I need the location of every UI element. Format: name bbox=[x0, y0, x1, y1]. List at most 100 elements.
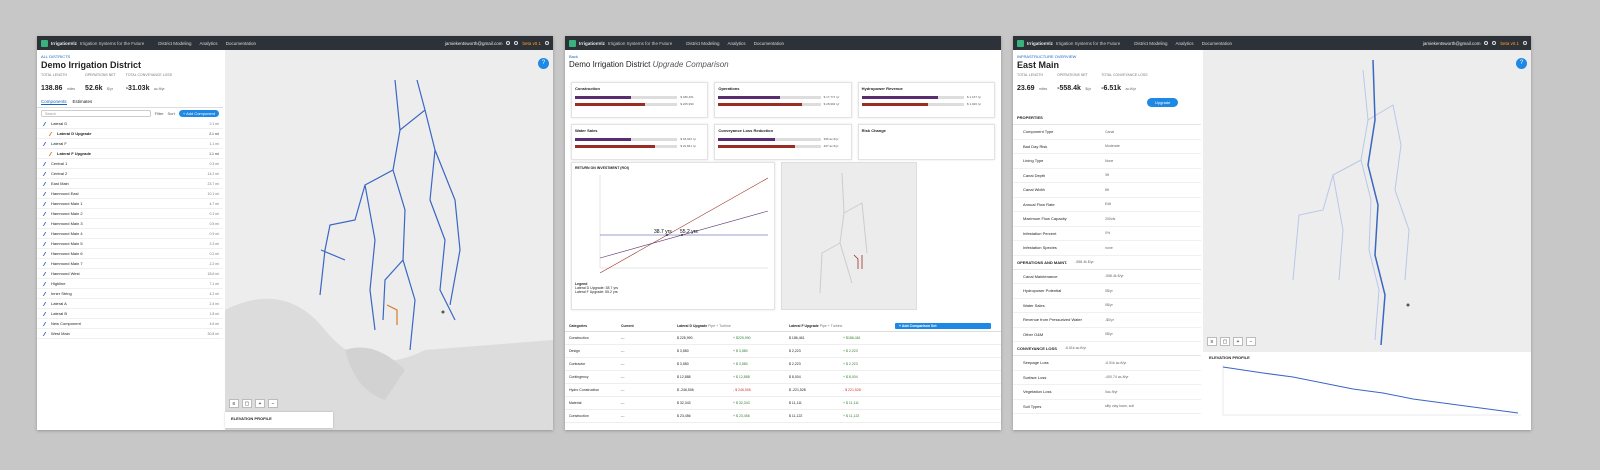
layers-button[interactable]: ≡ bbox=[1207, 337, 1217, 346]
back-link[interactable]: INFRASTRUCTURE OVERVIEW bbox=[1017, 54, 1077, 59]
section-header[interactable]: PROPERTIES bbox=[1013, 111, 1201, 125]
nav-analytics[interactable]: Analytics bbox=[1175, 40, 1194, 46]
table-row[interactable]: Material --- $ 32,343 + $ 32,343 $ 11,111 + $… bbox=[565, 397, 1001, 410]
list-item[interactable]: Hammond West 18.6 mi bbox=[37, 269, 223, 279]
search-input[interactable]: Search bbox=[41, 110, 151, 117]
feedback-icon[interactable] bbox=[514, 41, 519, 45]
nav-district-modeling[interactable]: District Modeling bbox=[686, 40, 720, 46]
list-item[interactable]: Hammond Main 1 4.7 mi bbox=[37, 199, 223, 209]
brand[interactable]: IrrigationViz bbox=[1027, 40, 1053, 46]
property-row[interactable]: Component Type Canal bbox=[1013, 125, 1201, 140]
logo-icon[interactable] bbox=[1017, 39, 1024, 47]
layers-button[interactable]: ≡ bbox=[229, 399, 239, 408]
property-row[interactable]: Water Sales 0$/yr bbox=[1013, 299, 1201, 313]
help-icon[interactable] bbox=[506, 41, 511, 45]
nav-documentation[interactable]: Documentation bbox=[1201, 40, 1233, 46]
list-item[interactable]: Hammond Main 6 0.2 mi bbox=[37, 249, 223, 259]
map-canvas[interactable] bbox=[225, 50, 553, 430]
logo-icon[interactable] bbox=[569, 39, 576, 47]
brand[interactable]: IrrigationViz bbox=[579, 40, 605, 46]
property-row[interactable]: Lining Type None bbox=[1013, 154, 1201, 169]
list-item[interactable]: Hammond Main 7 2.2 mi bbox=[37, 259, 223, 269]
property-row[interactable]: Hydropower Potential 0$/yr bbox=[1013, 284, 1201, 299]
sort-button[interactable]: Sort bbox=[167, 111, 175, 116]
district-map[interactable]: ? bbox=[225, 50, 553, 430]
table-row[interactable]: Design --- $ 3,580 + $ 3,580 $ 2,223 + $ 2,22… bbox=[565, 345, 1001, 358]
tab-components[interactable]: Components bbox=[41, 99, 67, 105]
list-item[interactable]: Lateral D 2.1 mi bbox=[37, 119, 223, 129]
zoom-in-button[interactable]: + bbox=[1233, 337, 1243, 346]
filter-button[interactable]: Filter bbox=[154, 111, 164, 116]
nav-analytics[interactable]: Analytics bbox=[199, 40, 218, 46]
list-item[interactable]: Lateral A 2.4 mi bbox=[37, 299, 223, 309]
list-item[interactable]: Highline 7.1 mi bbox=[37, 279, 223, 289]
fit-button[interactable]: ▢ bbox=[1220, 337, 1230, 346]
property-row[interactable]: Bad Day Risk Moderate bbox=[1013, 140, 1201, 154]
add-component-button[interactable]: + Add Component bbox=[178, 110, 219, 117]
list-item[interactable]: Hammond Main 2 0.1 mi bbox=[37, 209, 223, 219]
table-row[interactable]: Construction --- $ 225,990 + $225,990 $ 186,… bbox=[565, 332, 1001, 345]
property-row[interactable]: Infestation Percent 0% bbox=[1013, 227, 1201, 241]
table-row[interactable]: Construction --- $ 23,456 + $ 23,456 $ 11,12… bbox=[565, 410, 1001, 423]
nav-documentation[interactable]: Documentation bbox=[225, 40, 257, 46]
list-item[interactable]: Hammond East 10.1 mi bbox=[37, 189, 223, 199]
account-icon[interactable] bbox=[1523, 41, 1527, 45]
table-row[interactable]: Contractor --- $ 3,580 + $ 3,580 $ 2,223 + $ … bbox=[565, 358, 1001, 371]
help-fab[interactable]: ? bbox=[1516, 58, 1527, 69]
add-comparison-button[interactable]: + Add Comparison Set bbox=[895, 322, 991, 329]
property-row[interactable]: Other O&M 0$/yr bbox=[1013, 328, 1201, 342]
nav-district-modeling[interactable]: District Modeling bbox=[158, 40, 192, 46]
list-item[interactable]: Lateral F Upgrade 1.1 mi bbox=[37, 149, 223, 159]
list-item[interactable]: Central 2 14.2 mi bbox=[37, 169, 223, 179]
logo-icon[interactable] bbox=[41, 39, 48, 47]
comparison-minimap[interactable] bbox=[781, 162, 917, 310]
upgrade-button[interactable]: Upgrade bbox=[1147, 98, 1179, 107]
section-title: PROPERTIES bbox=[1017, 115, 1043, 120]
elevation-profile-toggle[interactable]: ELEVATION PROFILE bbox=[225, 412, 333, 428]
list-item[interactable]: West Main 30.8 mi bbox=[37, 329, 223, 339]
property-row[interactable]: Annual Flow Rate Edit bbox=[1013, 198, 1201, 212]
feedback-icon[interactable] bbox=[1492, 41, 1497, 45]
property-row[interactable]: Canal Depth 3ft bbox=[1013, 169, 1201, 183]
table-row[interactable]: Contingency --- $ 12,888 + $ 12,888 $ 8,004 +… bbox=[565, 371, 1001, 384]
user-email[interactable]: jamiekentsworth@gmail.com bbox=[1422, 40, 1481, 46]
property-row[interactable]: Canal Maintenance -558.4k $/yr bbox=[1013, 270, 1201, 284]
list-item[interactable]: Inner String 4.2 mi bbox=[37, 289, 223, 299]
zoom-out-button[interactable]: − bbox=[1246, 337, 1256, 346]
table-row[interactable]: Hydro Construction --- $ -246,506 - $ 246,5… bbox=[565, 384, 1001, 397]
section-header[interactable]: CONVEYANCE LOSS -6.51k ac-ft/yr bbox=[1013, 342, 1201, 356]
list-item[interactable]: Lateral B 1.8 mi bbox=[37, 309, 223, 319]
account-icon[interactable] bbox=[545, 41, 549, 45]
nav-documentation[interactable]: Documentation bbox=[753, 40, 785, 46]
help-fab[interactable]: ? bbox=[538, 58, 549, 69]
user-email[interactable]: jamiekentsworth@gmail.com bbox=[444, 40, 503, 46]
property-row[interactable]: Canal Width 8ft bbox=[1013, 183, 1201, 198]
tab-estimates[interactable]: Estimates bbox=[72, 99, 93, 104]
section-header[interactable]: OPERATIONS AND MAINT. -558.4k $/yr bbox=[1013, 256, 1201, 270]
property-row[interactable]: Revenue from Pressurized Water -$0/yr bbox=[1013, 313, 1201, 328]
property-row[interactable]: Seepage Loss -6.51k ac-ft/yr bbox=[1013, 356, 1201, 371]
list-item[interactable]: Hammond Main 4 0.9 mi bbox=[37, 229, 223, 239]
list-item[interactable]: Hammond Main 5 2.3 mi bbox=[37, 239, 223, 249]
back-link[interactable]: ALL DISTRICTS bbox=[41, 54, 71, 59]
list-item[interactable]: Central 1 0.3 mi bbox=[37, 159, 223, 169]
property-row[interactable]: Maximum Flow Capacity 200cfs bbox=[1013, 212, 1201, 227]
zoom-in-button[interactable]: + bbox=[255, 399, 265, 408]
back-link[interactable]: Back bbox=[569, 54, 578, 59]
list-item[interactable]: New Component 4.6 mi bbox=[37, 319, 223, 329]
list-item[interactable]: Hammond Main 3 0.5 mi bbox=[37, 219, 223, 229]
property-row[interactable]: Soil Types silty clay loam, soil bbox=[1013, 400, 1201, 414]
map-canvas[interactable] bbox=[1203, 50, 1531, 430]
property-row[interactable]: Vegetation Loss 0ac-ft/yr bbox=[1013, 385, 1201, 400]
list-item[interactable]: Lateral D Upgrade 2.1 mi bbox=[37, 129, 223, 139]
nav-analytics[interactable]: Analytics bbox=[727, 40, 746, 46]
property-row[interactable]: Infestation Species none bbox=[1013, 241, 1201, 256]
list-item[interactable]: Lateral F 1.1 mi bbox=[37, 139, 223, 149]
brand[interactable]: IrrigationViz bbox=[51, 40, 77, 46]
nav-district-modeling[interactable]: District Modeling bbox=[1134, 40, 1168, 46]
fit-button[interactable]: ▢ bbox=[242, 399, 252, 408]
list-item[interactable]: East Main 23.7 mi bbox=[37, 179, 223, 189]
help-icon[interactable] bbox=[1484, 41, 1489, 45]
property-row[interactable]: Surface Loss -400.74 ac-ft/yr bbox=[1013, 371, 1201, 385]
zoom-out-button[interactable]: − bbox=[268, 399, 278, 408]
